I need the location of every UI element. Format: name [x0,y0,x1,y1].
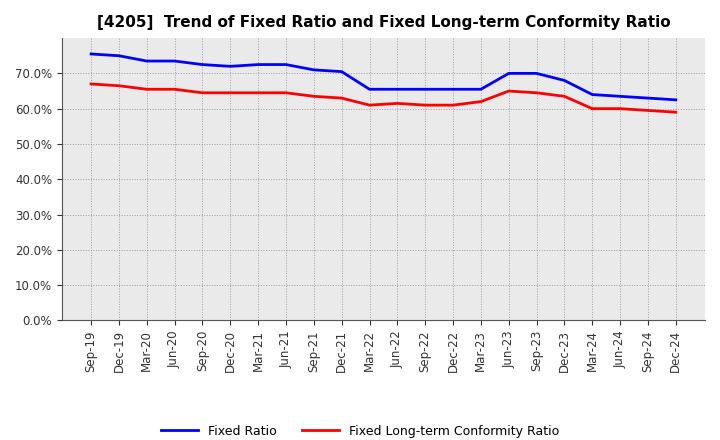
Fixed Long-term Conformity Ratio [588,106,597,111]
Fixed Long-term Conformity Ratio [338,95,346,101]
Fixed Ratio [644,95,652,101]
Fixed Ratio [616,94,624,99]
Fixed Long-term Conformity Ratio [143,87,151,92]
Fixed Ratio [254,62,263,67]
Line: Fixed Long-term Conformity Ratio: Fixed Long-term Conformity Ratio [91,84,676,112]
Fixed Ratio [198,62,207,67]
Fixed Ratio [672,97,680,103]
Fixed Ratio [310,67,318,73]
Fixed Ratio [338,69,346,74]
Fixed Ratio [226,64,235,69]
Fixed Long-term Conformity Ratio [87,81,96,87]
Title: [4205]  Trend of Fixed Ratio and Fixed Long-term Conformity Ratio: [4205] Trend of Fixed Ratio and Fixed Lo… [96,15,670,30]
Fixed Ratio [282,62,290,67]
Fixed Ratio [477,87,485,92]
Fixed Long-term Conformity Ratio [114,83,123,88]
Fixed Long-term Conformity Ratio [254,90,263,95]
Fixed Long-term Conformity Ratio [198,90,207,95]
Fixed Long-term Conformity Ratio [644,108,652,113]
Fixed Ratio [560,78,569,83]
Fixed Long-term Conformity Ratio [477,99,485,104]
Fixed Long-term Conformity Ratio [393,101,402,106]
Fixed Long-term Conformity Ratio [421,103,430,108]
Fixed Long-term Conformity Ratio [226,90,235,95]
Fixed Long-term Conformity Ratio [282,90,290,95]
Fixed Ratio [114,53,123,59]
Fixed Long-term Conformity Ratio [310,94,318,99]
Fixed Ratio [393,87,402,92]
Fixed Long-term Conformity Ratio [505,88,513,94]
Fixed Ratio [505,71,513,76]
Fixed Ratio [365,87,374,92]
Fixed Long-term Conformity Ratio [560,94,569,99]
Fixed Ratio [87,51,96,57]
Fixed Ratio [532,71,541,76]
Fixed Long-term Conformity Ratio [532,90,541,95]
Fixed Ratio [143,59,151,64]
Legend: Fixed Ratio, Fixed Long-term Conformity Ratio: Fixed Ratio, Fixed Long-term Conformity … [156,420,564,440]
Fixed Long-term Conformity Ratio [449,103,457,108]
Fixed Long-term Conformity Ratio [672,110,680,115]
Fixed Long-term Conformity Ratio [171,87,179,92]
Fixed Ratio [171,59,179,64]
Fixed Ratio [421,87,430,92]
Fixed Long-term Conformity Ratio [616,106,624,111]
Fixed Ratio [449,87,457,92]
Fixed Long-term Conformity Ratio [365,103,374,108]
Fixed Ratio [588,92,597,97]
Line: Fixed Ratio: Fixed Ratio [91,54,676,100]
